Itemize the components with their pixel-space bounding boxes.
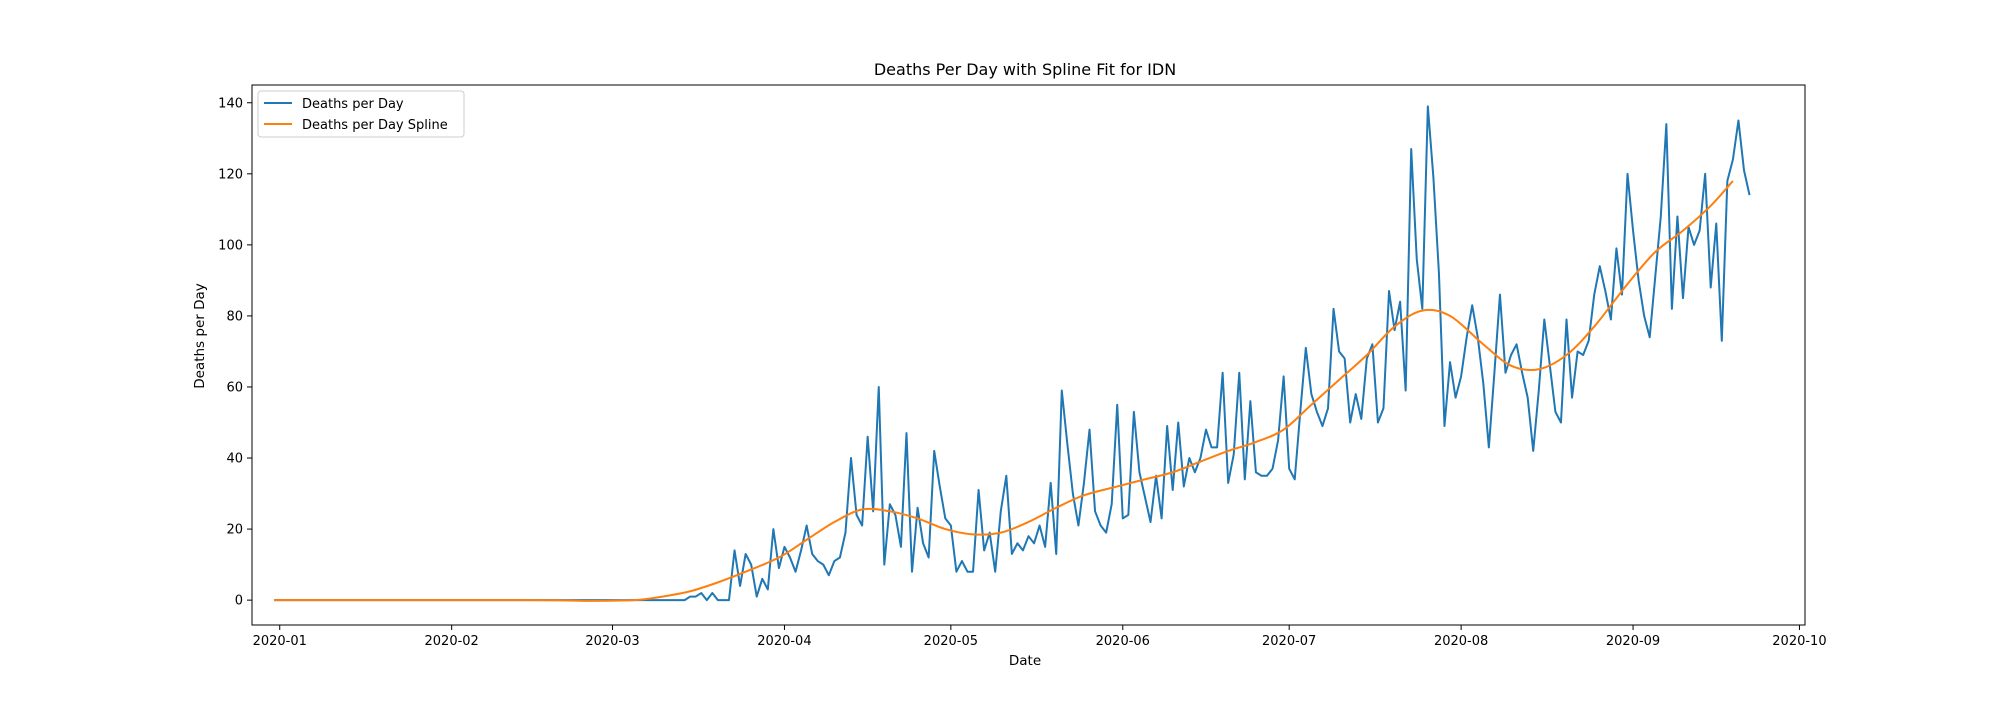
x-tick-label: 2020-05 [924, 634, 978, 649]
y-tick-label: 20 [226, 523, 243, 538]
x-tick-label: 2020-06 [1096, 634, 1150, 649]
y-tick-label: 120 [218, 167, 243, 182]
legend-label-spline: Deaths per Day Spline [302, 118, 448, 133]
x-tick-label: 2020-03 [585, 634, 639, 649]
y-tick-label: 140 [218, 96, 243, 111]
x-tick-label: 2020-04 [757, 634, 811, 649]
x-tick-label: 2020-01 [253, 634, 307, 649]
plot-area: 2020-01 2020-02 2020-03 2020-04 2020-05 2020-… [218, 84, 1827, 649]
legend: Deaths per Day Deaths per Day Spline [257, 90, 465, 138]
x-tick-label: 2020-07 [1262, 634, 1316, 649]
y-tick-label: 40 [226, 452, 243, 467]
x-tick-label: 2020-02 [425, 634, 479, 649]
legend-box [257, 90, 465, 138]
x-tick-label: 2020-08 [1434, 634, 1488, 649]
y-tick-label: 80 [226, 309, 243, 324]
legend-label-deaths-per-day: Deaths per Day [302, 97, 404, 112]
x-tick-label: 2020-10 [1772, 634, 1826, 649]
x-axis-label: Date [1009, 653, 1041, 669]
y-tick-label: 60 [226, 380, 243, 395]
y-tick-label: 100 [218, 238, 243, 253]
series-line-deaths-per-day-spline [274, 180, 1734, 602]
y-tick-label: 0 [235, 594, 243, 609]
y-axis-label: Deaths per Day [192, 283, 208, 389]
plot-frame [251, 84, 1806, 626]
x-tick-label: 2020-09 [1606, 634, 1660, 649]
chart-title: Deaths Per Day with Spline Fit for IDN [874, 60, 1176, 79]
